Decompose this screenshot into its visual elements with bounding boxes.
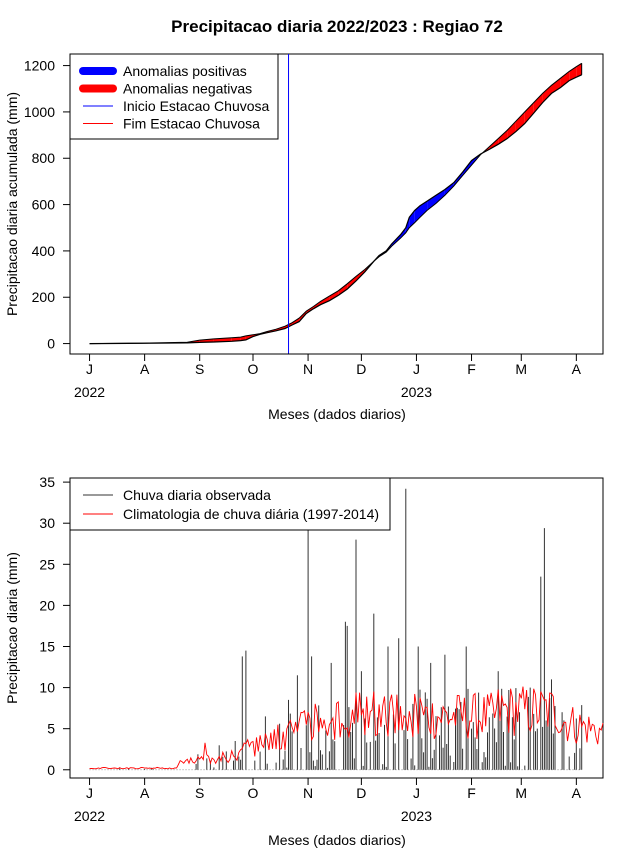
bottom-month-label: S [195,785,204,801]
top-y-axis-label: Precipitacao diaria acumulada (mm) [4,92,20,316]
bottom-x-axis: J A S O N D J F M A 2022 2023 [74,777,582,824]
bottom-month-label: J [413,785,420,801]
bottom-y-tick-label: 5 [47,721,55,737]
bottom-month-label: M [515,785,527,801]
climatology-accumulated-line [89,62,582,345]
bottom-year-label: 2023 [401,808,432,824]
top-year-label: 2022 [74,384,105,400]
negative-anomaly-area [560,71,570,88]
bottom-y-axis: 0 5 10 15 20 25 30 35 [39,474,71,778]
bottom-month-label: J [86,785,93,801]
negative-anomaly-area [542,85,552,103]
positive-anomaly-area [436,189,445,204]
bottom-month-label: A [572,785,582,801]
bottom-legend-label: Climatologia de chuva diária (1997-2014) [123,506,379,522]
bottom-y-tick-label: 20 [39,597,55,613]
bottom-legend-box [69,477,391,531]
top-legend-label: Anomalias negativas [123,81,252,97]
top-y-tick-label: 600 [32,197,56,213]
top-legend-label: Inicio Estacao Chuvosa [123,98,270,114]
negative-anomaly-area [569,66,577,81]
bottom-y-axis-label: Precipitacao diaria (mm) [4,552,20,704]
bottom-panel: 0 5 10 15 20 25 30 35 J A S O N D J F M A 2022 2023 Meses … [4,474,604,848]
top-month-label: A [572,361,582,377]
bottom-x-axis-label: Meses (dados diarios) [268,832,406,848]
negative-anomaly-area [533,93,543,114]
top-y-axis: 0 200 400 600 800 1000 1200 [24,58,71,352]
bottom-month-label: O [248,785,259,801]
top-panel: 0 200 400 600 800 1000 1200 J A S O N D J F M A 2022 2023… [4,53,604,422]
bottom-y-tick-label: 25 [39,556,55,572]
negative-anomaly-area [507,121,516,139]
top-y-tick-label: 800 [32,150,56,166]
accumulated-lines [89,62,583,345]
top-month-label: F [467,361,476,377]
negative-anomaly-area [329,290,339,301]
top-month-label: J [413,361,420,377]
positive-anomaly-area [427,195,436,211]
top-month-label: S [195,361,204,377]
bottom-month-label: A [140,785,150,801]
top-legend-label: Anomalias positivas [123,63,247,79]
top-year-label: 2023 [401,384,432,400]
chart-title: Precipitacao diaria 2022/2023 : Regiao 7… [171,17,503,36]
negative-anomaly-area [576,63,582,78]
negative-anomaly-area [498,130,508,145]
bottom-y-tick-label: 35 [39,474,55,490]
top-month-label: A [140,361,150,377]
top-legend: Anomalias positivas Anomalias negativasIn… [69,53,279,140]
top-month-label: O [248,361,259,377]
top-y-tick-label: 1200 [24,58,55,74]
top-y-tick-label: 200 [32,289,56,305]
bottom-y-tick-label: 15 [39,638,55,654]
bottom-month-label: D [356,785,366,801]
bottom-legend: Chuva diaria observada Climatologia de ch… [69,477,391,531]
negative-anomaly-area [524,102,534,124]
observed-accumulated-line [89,74,582,345]
top-month-label: N [303,361,313,377]
top-month-label: M [515,361,527,377]
top-y-tick-label: 0 [47,336,55,352]
bottom-y-tick-label: 10 [39,680,55,696]
bottom-legend-label: Chuva diaria observada [123,487,271,503]
negative-anomaly-area [551,78,561,94]
top-x-axis: J A S O N D J F M A 2022 2023 [74,353,582,400]
bottom-y-tick-label: 30 [39,515,55,531]
negative-anomaly-area [347,276,356,290]
positive-anomaly-area [444,182,454,196]
climatology-daily-line [89,686,604,770]
negative-anomaly-area [320,296,330,305]
top-y-tick-label: 400 [32,243,56,259]
bottom-month-label: F [467,785,476,801]
bottom-year-label: 2022 [74,808,105,824]
negative-anomaly-area [515,111,525,132]
top-x-axis-label: Meses (dados diarios) [268,406,406,422]
climatology-line [89,686,604,770]
top-month-label: J [86,361,93,377]
top-month-label: D [356,361,366,377]
daily-rain-bars [89,488,583,771]
bottom-month-label: N [303,785,313,801]
top-legend-label: Fim Estacao Chuvosa [123,116,260,132]
top-y-tick-label: 1000 [24,104,55,120]
bottom-y-tick-label: 0 [47,762,55,778]
negative-anomaly-area [338,283,348,296]
